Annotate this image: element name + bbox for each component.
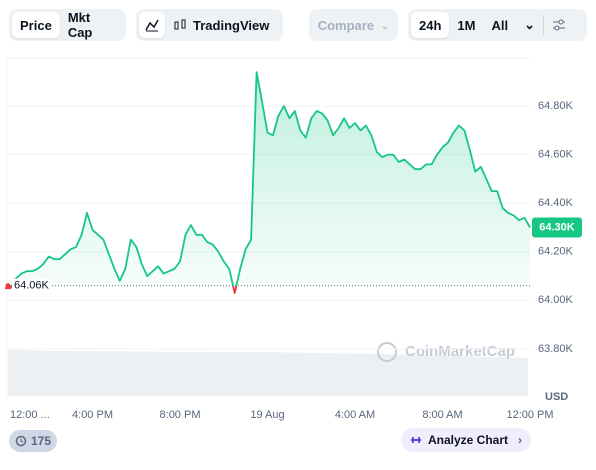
x-tick-label: 12:00 ...	[10, 409, 50, 421]
range[interactable]: All	[491, 17, 509, 33]
x-tick-label: 8:00 PM	[160, 409, 201, 421]
y-tick-label: 63.80K	[538, 343, 574, 355]
x-tick-label: 12:00 PM	[506, 409, 553, 421]
x-tick-label: 19 Aug	[250, 409, 284, 421]
tab[interactable]: Mkt Cap	[67, 10, 93, 40]
area	[5, 72, 530, 293]
range[interactable]: 24h	[411, 12, 450, 38]
chart-type: TradingView	[136, 9, 283, 41]
reference-dot	[5, 283, 11, 289]
tab[interactable]: Price	[12, 12, 60, 38]
compare[interactable]: Compare ⌄	[309, 9, 398, 41]
price-line	[5, 71, 531, 294]
tradingview[interactable]: TradingView	[165, 12, 277, 38]
range[interactable]: 1M	[457, 17, 476, 33]
line-icon[interactable]	[139, 12, 165, 38]
y-axis-label: USD	[545, 391, 568, 403]
ranges: 24h 1M All ⌄	[408, 9, 587, 41]
dropdown[interactable]: ⌄	[524, 17, 535, 32]
settings[interactable]	[544, 12, 574, 38]
plot-border	[6, 57, 530, 400]
y-tick-label: 64.80K	[538, 100, 574, 112]
watermark: CoinMarketCap	[405, 343, 515, 360]
volume-area	[8, 350, 528, 396]
x-tick-label: 8:00 AM	[422, 409, 462, 421]
events-badge[interactable]: 175	[9, 430, 57, 452]
divider	[543, 15, 544, 35]
compare-label: Compare	[317, 17, 375, 33]
analyze-label: Analyze Chart	[427, 433, 509, 447]
reference-label-bg	[12, 278, 52, 293]
y-tick-label: 64.20K	[538, 246, 574, 258]
last-price-tag	[532, 217, 582, 238]
analyze-chart[interactable]: Analyze Chart ›	[401, 428, 531, 452]
x-tick-label: 4:00 PM	[72, 409, 113, 421]
last-price-label: 64.30K	[539, 221, 575, 233]
reference-label: 64.06K	[14, 280, 50, 292]
tradingview-label: TradingView	[193, 17, 270, 33]
events-count: 175	[30, 434, 52, 448]
y-tick-label: 64.40K	[538, 197, 574, 209]
view-tabs: Price Mkt Cap	[9, 9, 126, 41]
x-tick-label: 4:00 AM	[335, 409, 375, 421]
y-tick-label: 64.00K	[538, 294, 574, 306]
watermark-logo	[377, 342, 397, 362]
y-tick-label: 64.60K	[538, 149, 574, 161]
